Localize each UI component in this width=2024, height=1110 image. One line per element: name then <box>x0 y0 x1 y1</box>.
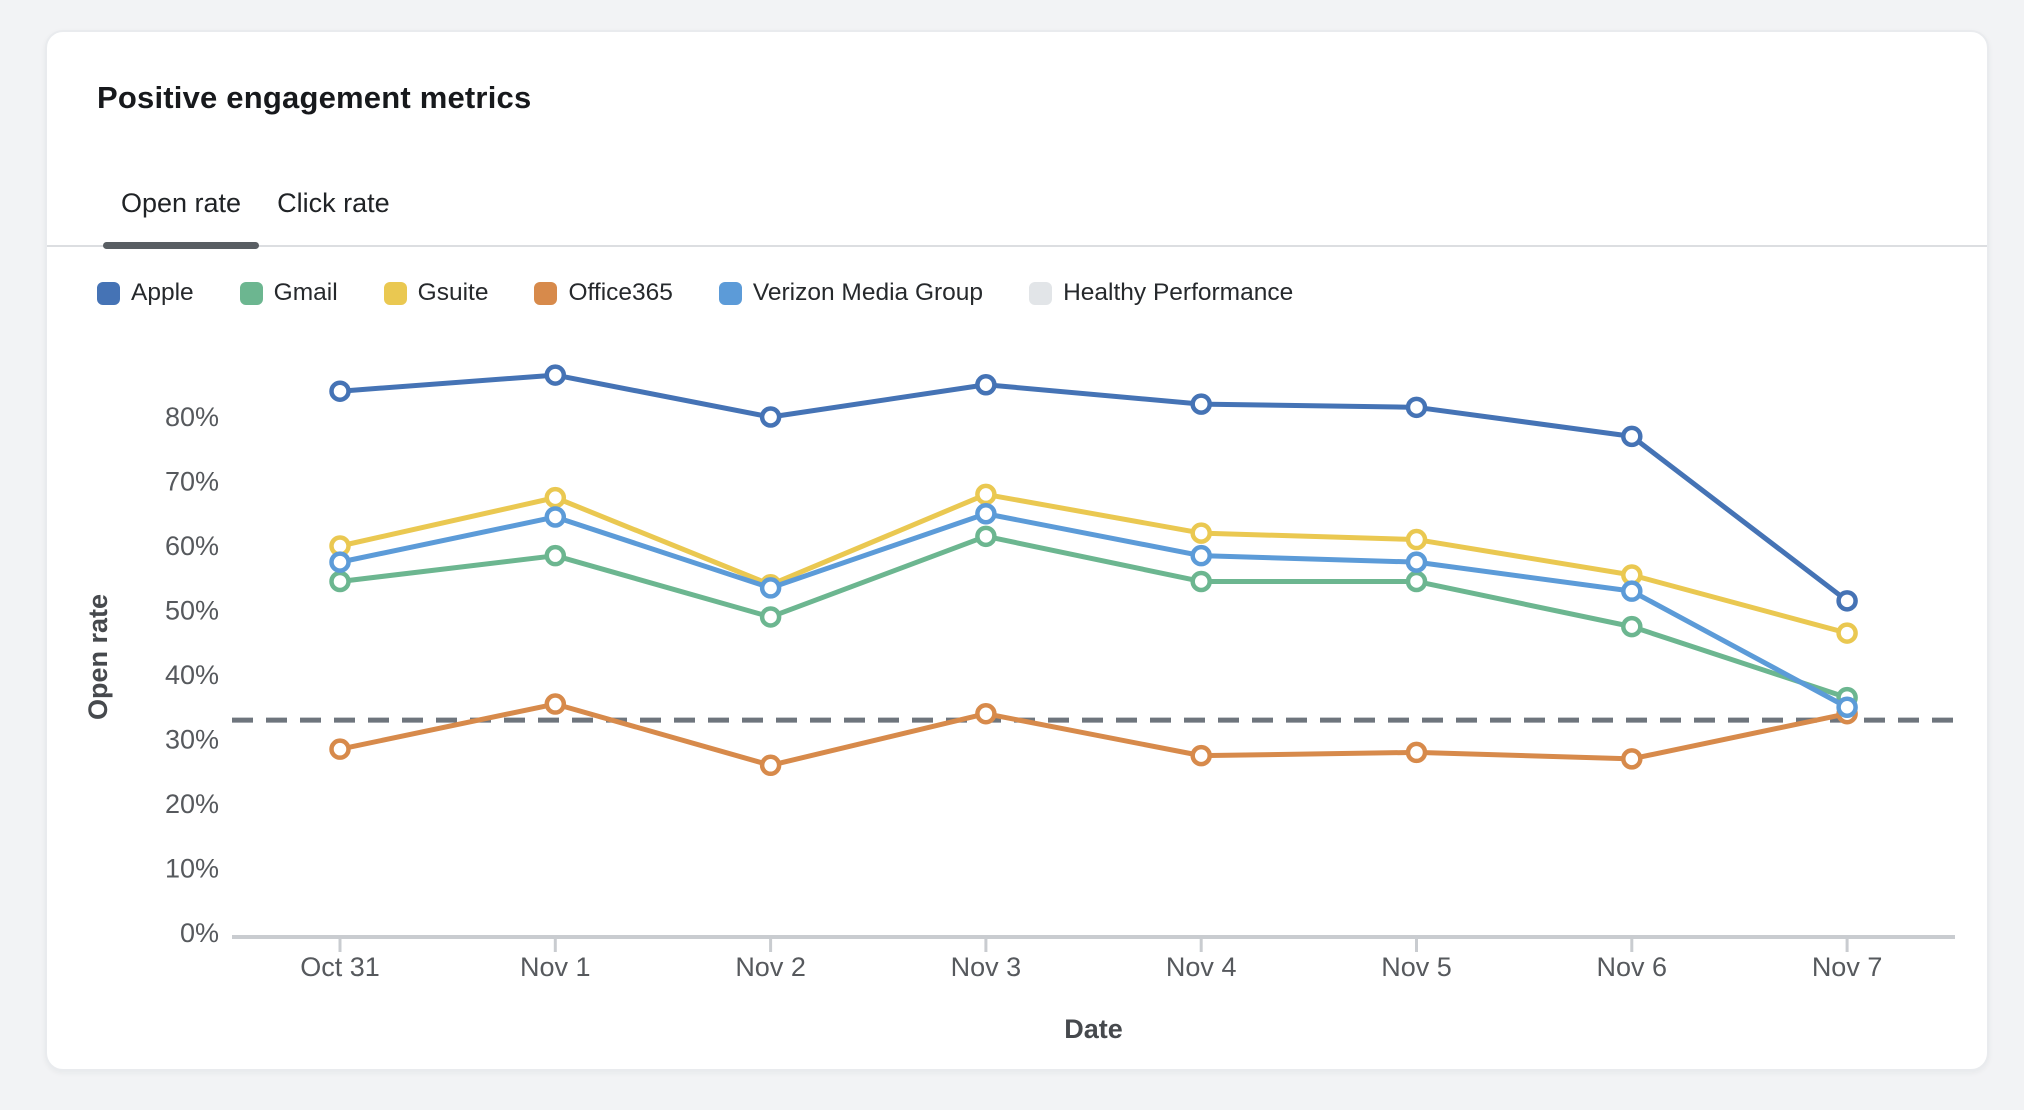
legend-item-healthy-performance[interactable]: Healthy Performance <box>1029 279 1293 307</box>
legend-label: Healthy Performance <box>1063 279 1294 306</box>
x-tick-label: Nov 7 <box>1812 952 1883 982</box>
data-point-verizon-media-group <box>759 577 782 599</box>
data-point-apple <box>544 364 567 386</box>
legend-item-gmail[interactable]: Gmail <box>239 279 338 307</box>
data-point-gmail <box>975 525 997 548</box>
legend-swatch <box>97 281 120 305</box>
x-tick-label: Nov 5 <box>1381 952 1452 982</box>
tab-label: Click rate <box>277 188 390 218</box>
data-point-gsuite <box>544 486 567 509</box>
y-tick-label: 10% <box>165 854 219 884</box>
data-point-office365 <box>1405 741 1428 764</box>
data-point-apple <box>975 374 997 396</box>
y-tick-label: 70% <box>165 467 219 497</box>
x-tick-label: Nov 4 <box>1166 952 1237 982</box>
data-point-apple <box>1405 396 1428 419</box>
y-tick-label: 30% <box>165 725 219 755</box>
data-point-gmail <box>1190 570 1212 593</box>
chart-legend: Apple Gmail Gsuite Office365 Verizon Media G… <box>97 279 1987 307</box>
x-tick-label: Oct 31 <box>300 952 380 982</box>
y-tick-label: 50% <box>165 596 219 626</box>
chart-canvas: Oct 31 Nov 1 Nov 2 Nov 3 Nov 4 Nov 5 Nov 6 Nov … <box>83 364 1955 1044</box>
data-point-gsuite <box>1836 622 1858 644</box>
tabs: Open rate Click rate <box>47 180 1987 249</box>
data-point-office365 <box>1190 744 1212 767</box>
y-tick-label: 80% <box>165 402 219 432</box>
data-point-gmail <box>544 544 567 567</box>
legend-item-office365[interactable]: Office365 <box>534 279 673 307</box>
data-point-verizon-media-group <box>544 506 567 528</box>
x-tick-label: Nov 3 <box>951 952 1022 982</box>
data-point-office365 <box>329 738 351 760</box>
data-point-gmail <box>759 606 782 628</box>
data-point-apple <box>1836 590 1858 612</box>
y-tick-label: 20% <box>165 789 219 819</box>
data-point-apple <box>759 406 782 428</box>
legend-swatch <box>534 281 558 305</box>
metrics-card: Positive engagement metrics Open rate Cli… <box>45 30 1989 1071</box>
x-tick-label: Nov 6 <box>1597 952 1668 982</box>
tab-open-rate[interactable]: Open rate <box>103 180 260 249</box>
legend-label: Gmail <box>273 279 338 306</box>
legend-swatch <box>1029 281 1053 305</box>
legend-label: Apple <box>131 279 194 306</box>
data-point-apple <box>1621 425 1643 448</box>
series-line-gmail <box>337 533 1850 701</box>
data-point-apple <box>1190 393 1212 415</box>
data-point-gsuite <box>975 483 997 506</box>
data-point-gmail <box>1405 570 1428 593</box>
data-point-verizon-media-group <box>1190 544 1212 567</box>
legend-swatch <box>239 281 263 305</box>
page-title: Positive engagement metrics <box>97 80 532 115</box>
data-point-verizon-media-group <box>329 551 351 573</box>
series-line-gsuite <box>337 491 1850 636</box>
tab-click-rate[interactable]: Click rate <box>259 180 408 245</box>
x-axis-title: Date <box>1064 1014 1123 1044</box>
data-point-verizon-media-group <box>1836 696 1858 718</box>
data-point-verizon-media-group <box>975 503 997 525</box>
data-point-gmail <box>1621 615 1643 638</box>
data-point-office365 <box>544 693 567 715</box>
legend-item-apple[interactable]: Apple <box>97 279 194 307</box>
data-point-verizon-media-group <box>1405 551 1428 573</box>
tab-label: Open rate <box>121 188 242 218</box>
data-point-gmail <box>329 570 351 593</box>
data-point-office365 <box>1621 748 1643 770</box>
legend-label: Office365 <box>568 279 673 306</box>
data-point-apple <box>329 380 351 402</box>
x-tick-label: Nov 1 <box>520 952 591 982</box>
y-tick-label: 40% <box>165 660 219 690</box>
legend-item-gsuite[interactable]: Gsuite <box>383 279 489 307</box>
data-point-verizon-media-group <box>1621 580 1643 602</box>
data-point-office365 <box>975 702 997 725</box>
legend-label: Verizon Media Group <box>752 279 984 306</box>
data-point-gsuite <box>1190 522 1212 544</box>
series-line-office365 <box>337 701 1850 768</box>
legend-swatch <box>718 281 742 305</box>
series-line-apple <box>337 372 1850 604</box>
legend-swatch <box>383 281 407 305</box>
y-axis-title: Open rate <box>83 594 113 720</box>
y-tick-label: 60% <box>165 531 219 561</box>
data-point-office365 <box>759 754 782 777</box>
data-point-gsuite <box>1405 528 1428 551</box>
legend-label: Gsuite <box>417 279 489 306</box>
x-tick-label: Nov 2 <box>735 952 806 982</box>
y-tick-label: 0% <box>180 918 219 948</box>
series-line-verizon-media-group <box>337 511 1850 710</box>
legend-item-verizon-media-group[interactable]: Verizon Media Group <box>718 279 984 307</box>
